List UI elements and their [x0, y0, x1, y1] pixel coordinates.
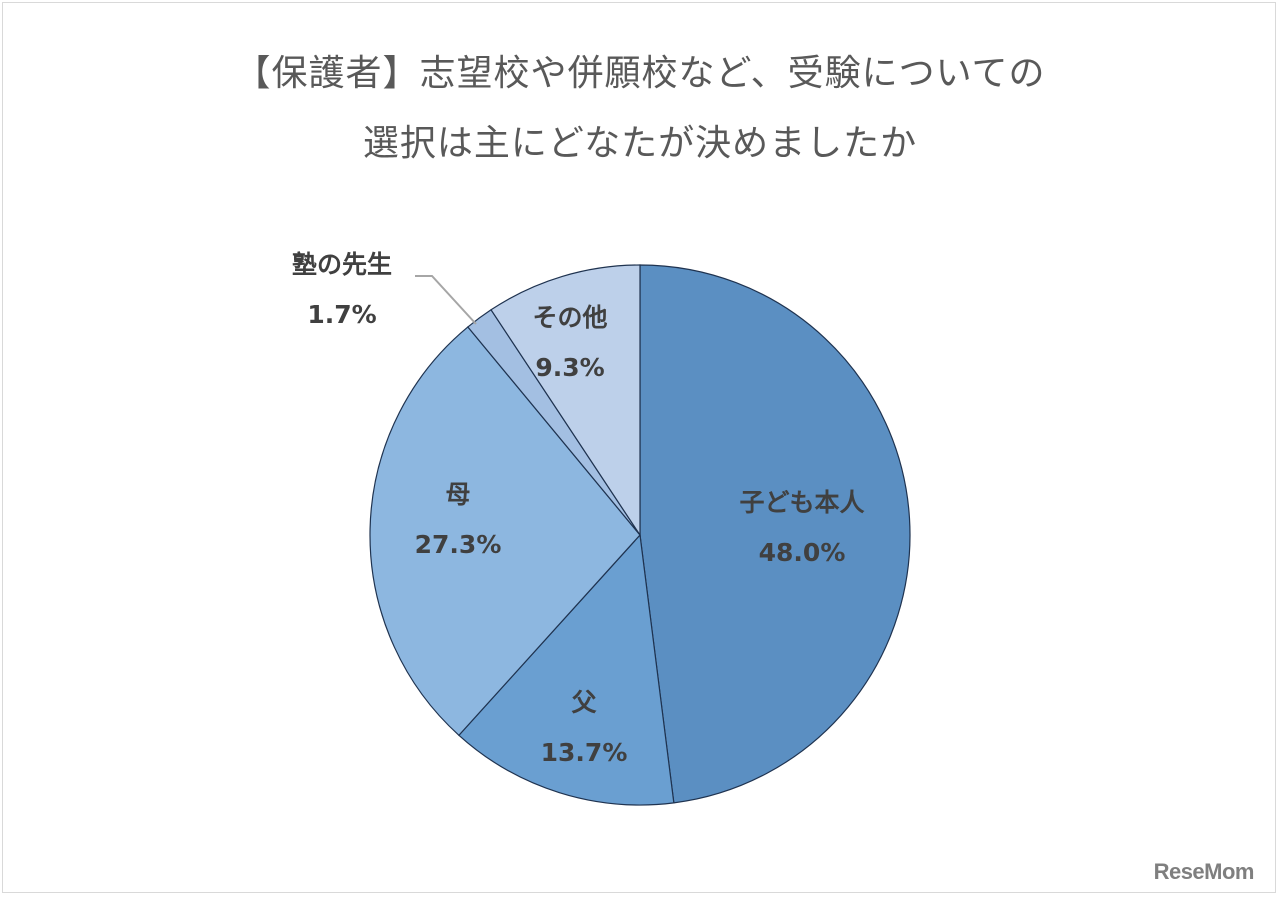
label-juku: 塾の先生 1.7% [292, 240, 392, 340]
label-child: 子ども本人 48.0% [739, 478, 864, 578]
resemom-logo: ReseMom [1153, 859, 1255, 884]
label-mother-pct: 27.3% [414, 530, 502, 559]
label-father: 父 13.7% [541, 678, 628, 778]
label-mother: 母 27.3% [415, 470, 502, 570]
label-father-name: 父 [571, 688, 597, 717]
label-juku-pct: 1.7% [307, 300, 377, 329]
label-other-pct: 9.3% [535, 353, 605, 382]
label-mother-name: 母 [445, 480, 471, 509]
label-father-pct: 13.7% [540, 738, 628, 767]
label-child-name: 子ども本人 [739, 488, 865, 517]
chart-title-line2: 選択は主にどなたが決めましたか [362, 123, 918, 164]
label-other: その他 9.3% [532, 293, 607, 393]
slice-father [458, 533, 675, 806]
slice-child [639, 264, 911, 804]
label-other-name: その他 [532, 303, 608, 332]
chart-title-line1: 【保護者】志望校や併願校など、受験についての [234, 53, 1046, 94]
label-juku-name: 塾の先生 [291, 250, 393, 279]
label-child-pct: 48.0% [758, 538, 846, 567]
leader-line-juku [415, 275, 477, 325]
slice-mother [369, 326, 641, 737]
slice-other [490, 264, 641, 537]
